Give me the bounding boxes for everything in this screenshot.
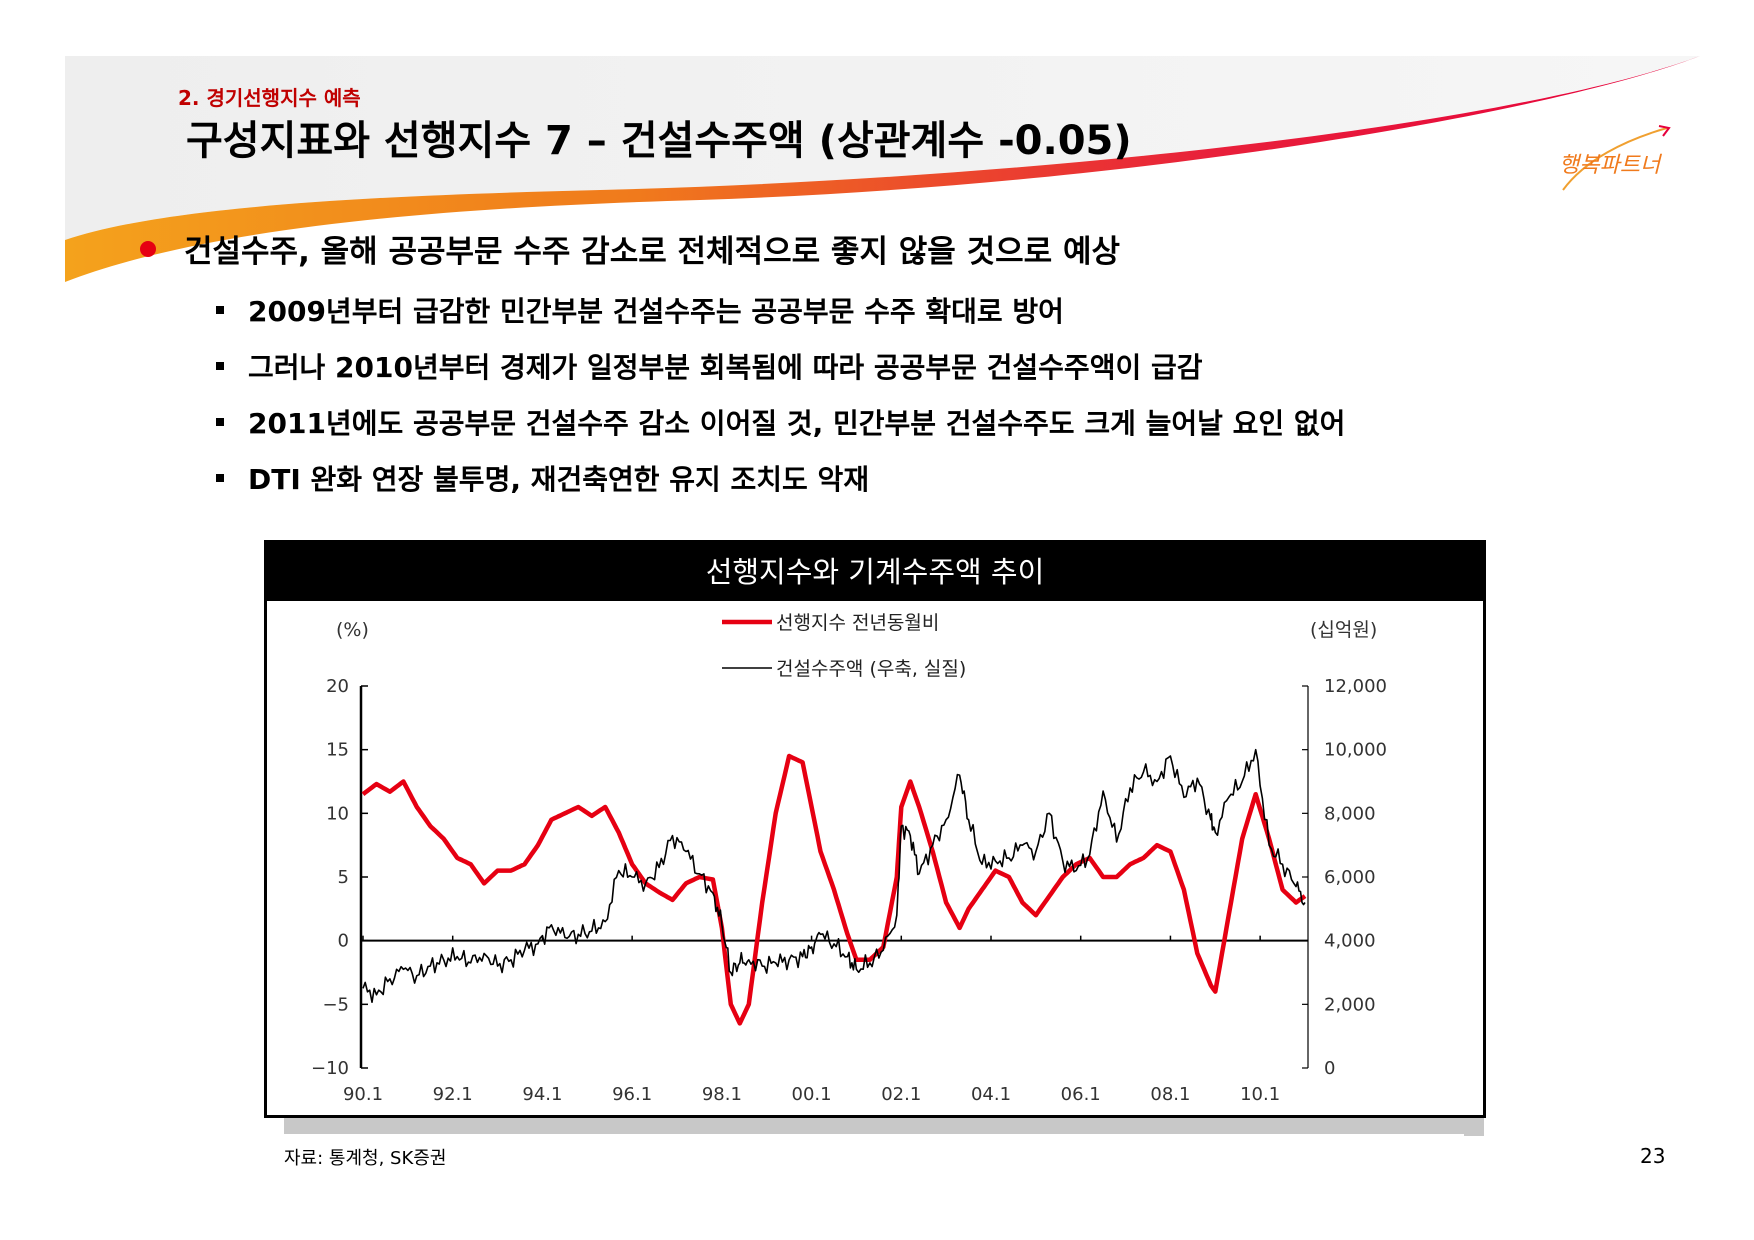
left-tick-label: 5 [338, 867, 349, 888]
x-tick-label: 96.1 [612, 1084, 652, 1105]
x-tick-label: 98.1 [702, 1084, 742, 1105]
x-tick-label: 94.1 [522, 1084, 562, 1105]
right-tick-label: 6,000 [1324, 867, 1376, 888]
sub-bullet-item: 2009년부터 급감한 민간부분 건설수주는 공공부문 수주 확대로 방어 [216, 282, 1345, 338]
right-tick-label: 0 [1324, 1058, 1335, 1079]
square-bullet-icon [216, 418, 224, 426]
right-tick-label: 10,000 [1324, 740, 1387, 761]
left-tick-label: −5 [322, 994, 349, 1015]
square-bullet-icon [216, 362, 224, 370]
sub-bullet-item: DTI 완화 연장 불투명, 재건축연한 유지 조치도 악재 [216, 450, 1345, 506]
x-tick-label: 06.1 [1061, 1084, 1101, 1105]
sub-bullet-item: 그러나 2010년부터 경제가 일정부분 회복됨에 따라 공공부문 건설수주액이… [216, 338, 1345, 394]
sub-bullet-text: 그러나 2010년부터 경제가 일정부분 회복됨에 따라 공공부문 건설수주액이… [248, 351, 1203, 384]
sub-bullet-text: DTI 완화 연장 불투명, 재건축연한 유지 조치도 악재 [248, 463, 870, 496]
chart-plot: 20 15 10 5 0 −5 −10 12,000 10,000 8,000 6,000 4,000… [311, 612, 1387, 1105]
sub-bullet-text: 2009년부터 급감한 민간부분 건설수주는 공공부문 수주 확대로 방어 [248, 295, 1064, 328]
logo: 행복파트너 [1559, 125, 1671, 191]
series-line-construction-orders [362, 748, 1306, 1004]
sub-bullet-item: 2011년에도 공공부문 건설수주 감소 이어질 것, 민간부분 건설수주도 크… [216, 394, 1345, 450]
right-tick-label: 2,000 [1324, 994, 1376, 1015]
x-tick-label: 00.1 [792, 1084, 832, 1105]
sub-bullet-text: 2011년에도 공공부문 건설수주 감소 이어질 것, 민간부분 건설수주도 크… [248, 407, 1346, 440]
x-tick-label: 92.1 [433, 1084, 473, 1105]
chart-shadow [284, 1116, 1484, 1134]
square-bullet-icon [216, 474, 224, 482]
x-tick-label: 08.1 [1150, 1084, 1190, 1105]
x-tick-label: 10.1 [1240, 1084, 1280, 1105]
left-axis-unit: (%) [336, 619, 369, 641]
right-axis-unit: (십억원) [1310, 619, 1377, 641]
bullet-dot-icon [140, 240, 156, 257]
left-tick-label: −10 [311, 1058, 349, 1079]
right-tick-label: 12,000 [1324, 676, 1387, 697]
sub-bullet-list: 2009년부터 급감한 민간부분 건설수주는 공공부문 수주 확대로 방어 그러… [216, 282, 1345, 506]
square-bullet-icon [216, 306, 224, 314]
section-label: 2. 경기선행지수 예측 [178, 86, 361, 110]
chart-frame: 선행지수와 기계수주액 추이 [264, 540, 1486, 1118]
right-tick-label: 8,000 [1324, 803, 1376, 824]
main-bullet-text: 건설수주, 올해 공공부문 수주 감소로 전체적으로 좋지 않을 것으로 예상 [184, 234, 1120, 270]
page-title: 구성지표와 선행지수 7 – 건설수주액 (상관계수 -0.05) [186, 118, 1132, 164]
legend-label-construction-orders: 건설수주액 (우축, 실질) [776, 658, 966, 680]
x-tick-label: 90.1 [343, 1084, 383, 1105]
x-tick-label: 02.1 [881, 1084, 921, 1105]
left-tick-label: 20 [326, 676, 349, 697]
header-banner [65, 56, 1700, 282]
page-number: 23 [1640, 1144, 1666, 1168]
main-bullet: 건설수주, 올해 공공부문 수주 감소로 전체적으로 좋지 않을 것으로 예상 [140, 226, 1120, 271]
x-tick-label: 04.1 [971, 1084, 1011, 1105]
right-tick-label: 4,000 [1324, 931, 1376, 952]
left-tick-label: 15 [326, 740, 349, 761]
series-line-leading-index [361, 753, 1307, 1026]
left-tick-label: 0 [338, 931, 349, 952]
source-note: 자료: 통계청, SK증권 [284, 1148, 447, 1169]
left-tick-label: 10 [326, 803, 349, 824]
legend-label-leading-index: 선행지수 전년동월비 [776, 612, 939, 634]
chart-title: 선행지수와 기계수주액 추이 [267, 543, 1483, 601]
logo-text: 행복파트너 [1559, 153, 1663, 178]
